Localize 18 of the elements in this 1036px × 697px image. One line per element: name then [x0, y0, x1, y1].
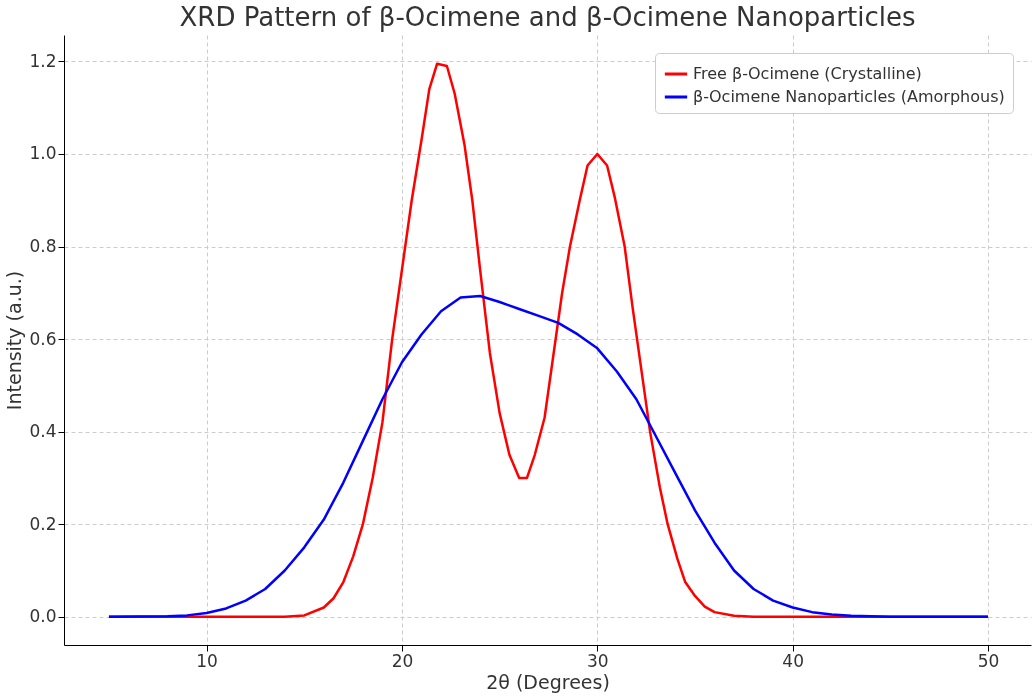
y-tick-label: 0.8	[29, 236, 57, 257]
chart-title: XRD Pattern of β-Ocimene and β-Ocimene Nanoparticles	[179, 2, 916, 32]
legend-label: Free β-Ocimene (Crystalline)	[693, 64, 922, 83]
y-tick-label: 1.0	[29, 143, 57, 164]
x-tick-label: 50	[977, 650, 1000, 671]
x-tick-label: 30	[586, 650, 609, 671]
x-axis-title: 2θ (Degrees)	[486, 670, 610, 693]
y-axis-title: Intensity (a.u.)	[3, 270, 26, 411]
y-tick-label: 1.2	[29, 50, 57, 71]
y-tick-label: 0.0	[29, 606, 57, 627]
x-tick-label: 20	[391, 650, 414, 671]
x-tick-label: 10	[196, 650, 218, 671]
y-tick-label: 0.2	[29, 513, 57, 534]
legend-label: β-Ocimene Nanoparticles (Amorphous)	[693, 87, 1005, 106]
x-tick-label: 40	[782, 650, 804, 671]
y-tick-label: 0.4	[29, 421, 57, 442]
y-tick-label: 0.6	[29, 328, 57, 349]
line-series	[107, 294, 990, 619]
